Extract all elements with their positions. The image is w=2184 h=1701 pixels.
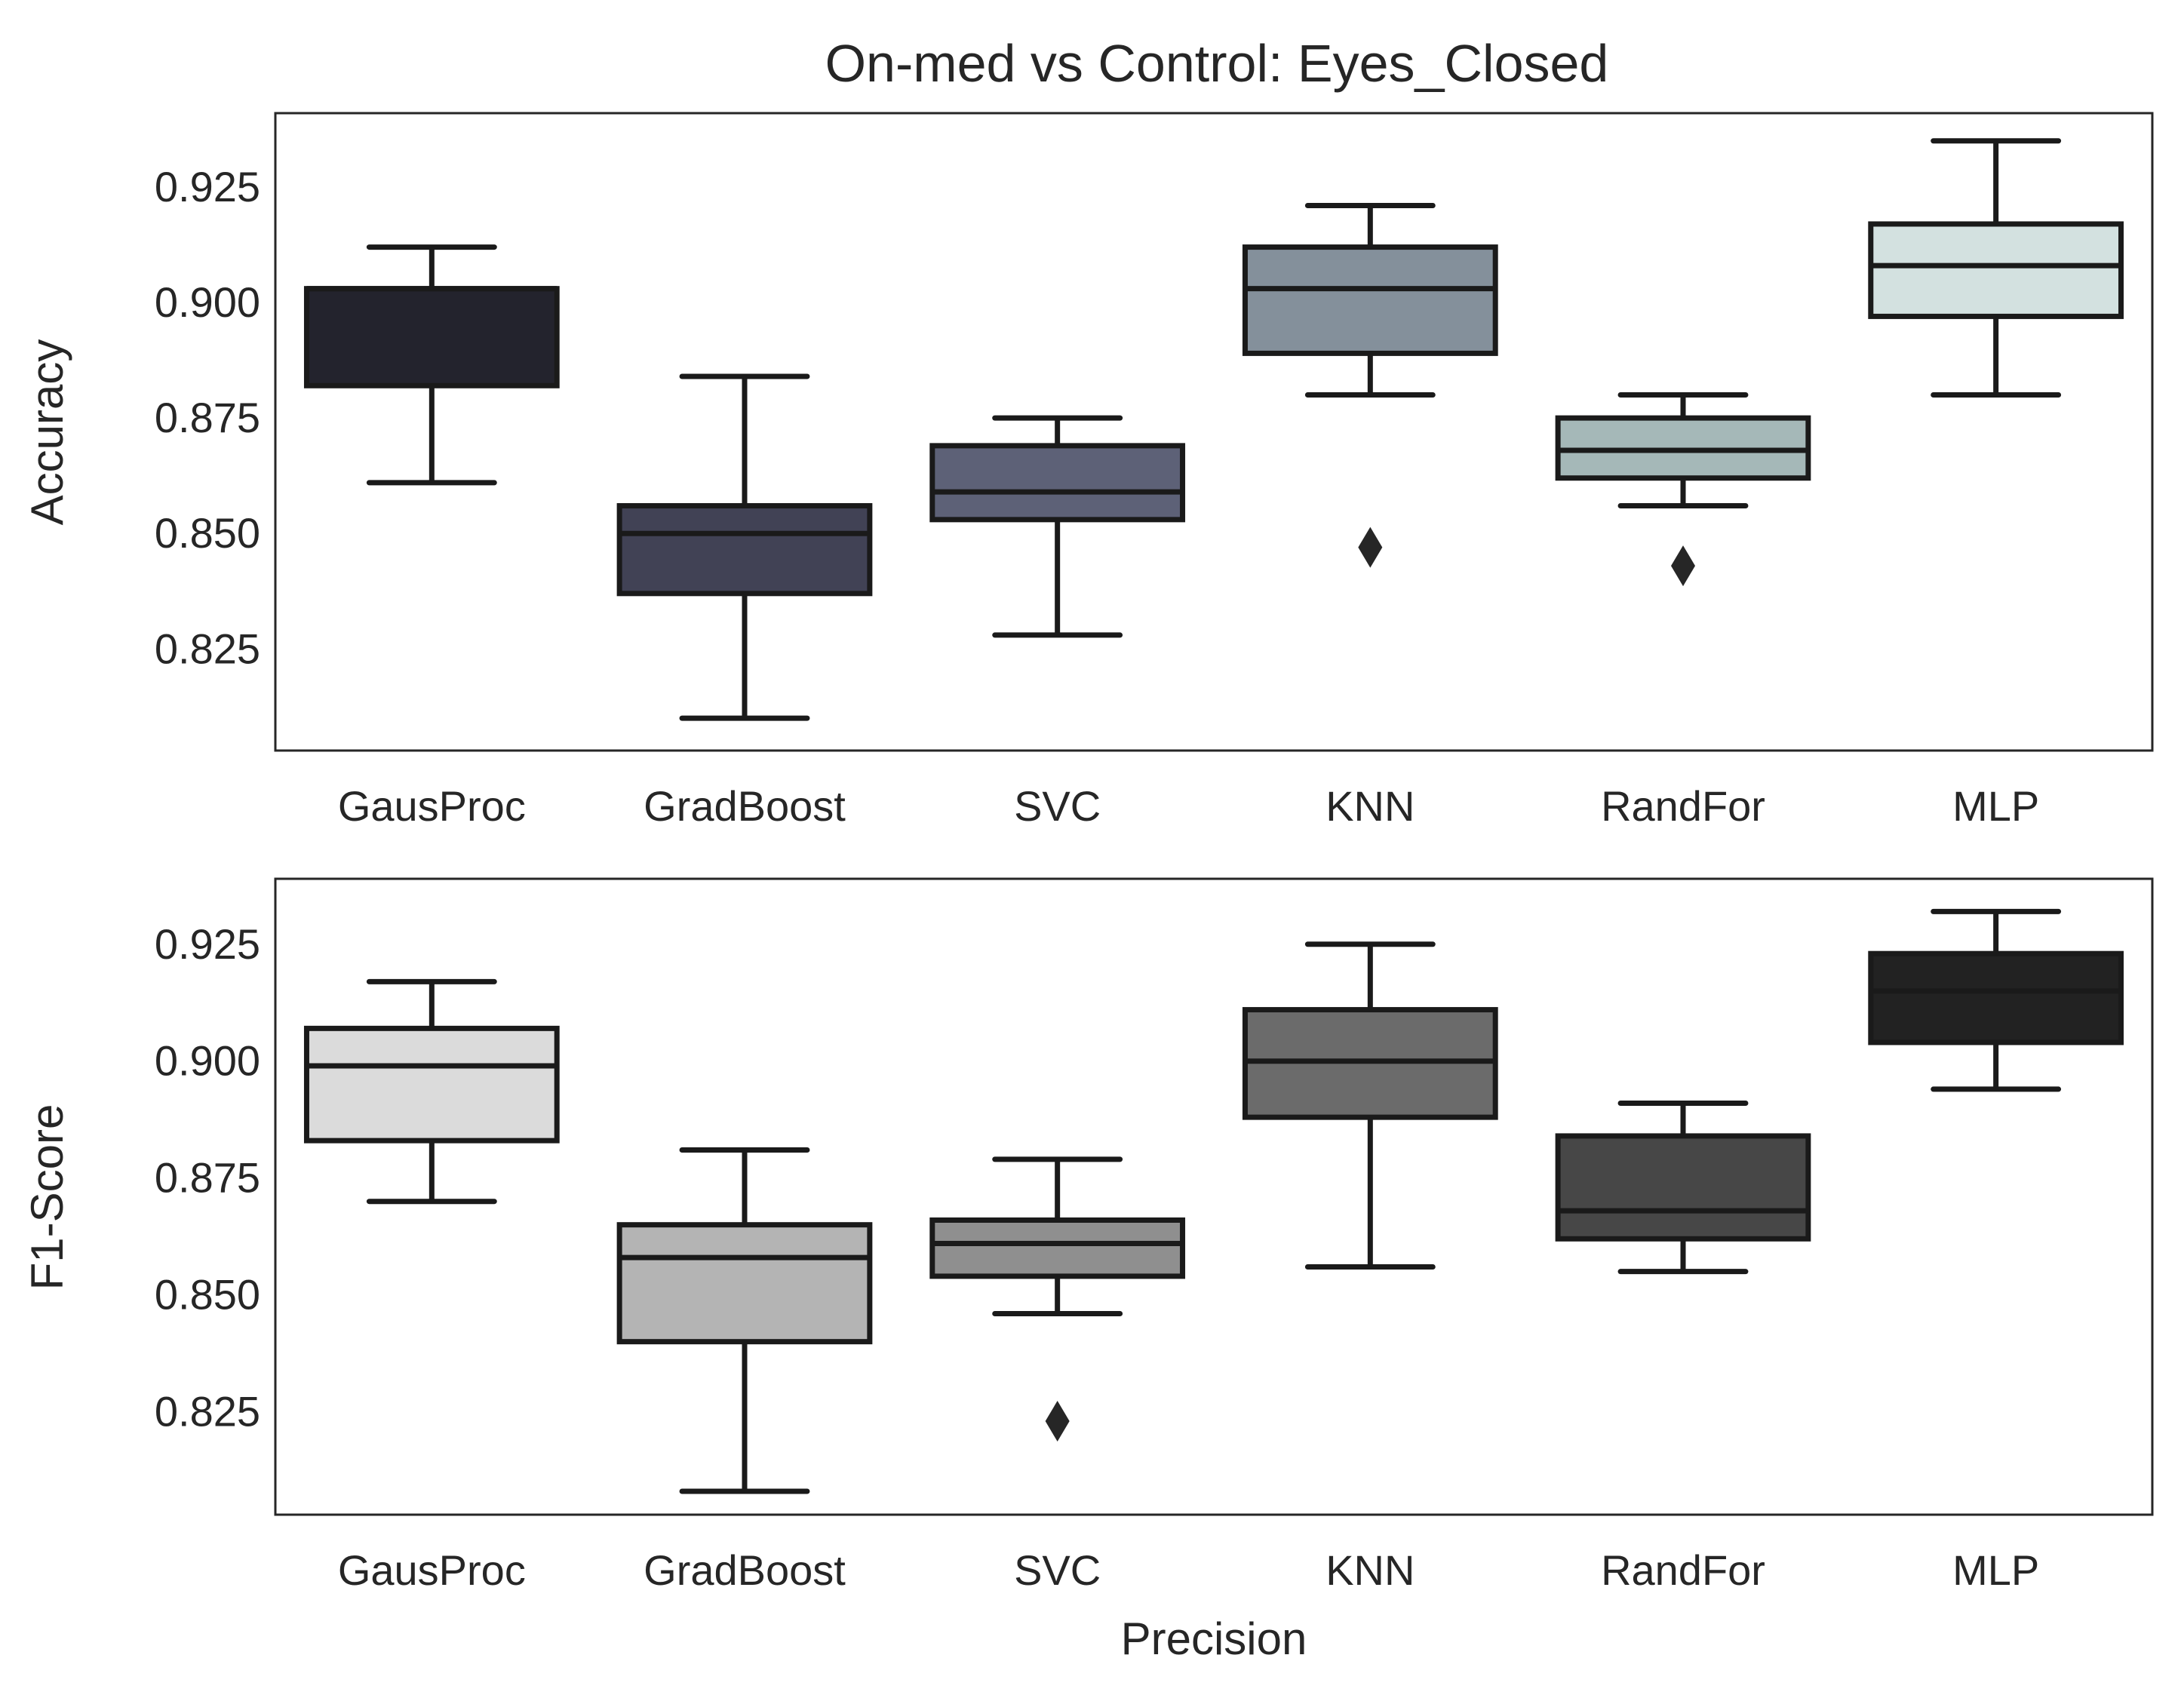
x-tick-label: MLP (1952, 1546, 2039, 1594)
y-tick-label: 0.925 (155, 920, 260, 968)
box-body (1868, 221, 2124, 319)
x-tick-label: GausProc (338, 1546, 526, 1594)
box-body (303, 286, 560, 388)
box-body (303, 1025, 560, 1144)
x-tick-label: GradBoost (644, 1546, 846, 1594)
x-tick-label: KNN (1325, 782, 1415, 830)
x-tick-label: RandFor (1601, 782, 1765, 830)
y-tick-label: 0.850 (155, 1271, 260, 1319)
x-tick-label: GradBoost (644, 782, 846, 830)
box-svc (929, 415, 1186, 638)
y-tick-label: 0.900 (155, 1037, 260, 1085)
box-randfor (1555, 1101, 1811, 1275)
y-axis-label: Accuracy (22, 339, 72, 526)
axes-frame (274, 877, 2154, 1516)
x-tick-label: MLP (1952, 782, 2039, 830)
x-tick-label: SVC (1014, 1546, 1101, 1594)
outlier-point (1358, 527, 1383, 568)
box-svc (929, 1156, 1186, 1442)
box-knn (1242, 941, 1498, 1270)
x-tick-label: KNN (1325, 1546, 1415, 1594)
outlier-point (1671, 545, 1695, 587)
outlier-point (1045, 1401, 1070, 1442)
box-gradboost (616, 1147, 873, 1494)
y-axis-label: F1-Score (22, 1104, 72, 1291)
box-body (929, 443, 1186, 523)
y-tick-label: 0.825 (155, 1388, 260, 1435)
box-body (616, 1222, 873, 1345)
box-body (616, 502, 873, 597)
x-axis-label: Precision (1121, 1613, 1307, 1664)
y-tick-label: 0.875 (155, 394, 260, 441)
y-tick-label: 0.825 (155, 625, 260, 672)
chart-title: On-med vs Control: Eyes_Closed (825, 34, 1609, 93)
box-gausproc (303, 244, 560, 486)
box-gradboost (616, 373, 873, 721)
box-randfor (1555, 392, 1811, 587)
y-tick-label: 0.875 (155, 1154, 260, 1202)
x-tick-label: SVC (1014, 782, 1101, 830)
box-gausproc (303, 978, 560, 1205)
box-mlp (1868, 908, 2124, 1092)
box-body (1242, 244, 1498, 356)
y-tick-label: 0.850 (155, 509, 260, 557)
box-body (929, 1217, 1186, 1279)
y-tick-label: 0.900 (155, 278, 260, 326)
box-body (1868, 950, 2124, 1045)
box-body (1555, 1133, 1811, 1242)
box-mlp (1868, 138, 2124, 398)
x-tick-label: RandFor (1601, 1546, 1765, 1594)
x-tick-label: GausProc (338, 782, 526, 830)
y-tick-label: 0.925 (155, 163, 260, 210)
axes-frame (274, 112, 2154, 752)
f1-score-panel: 0.825 0.850 0.875 0.900 0.925 F1-Score GausPro… (22, 877, 2154, 1664)
accuracy-panel: 0.825 0.850 0.875 0.900 0.925 Accuracy GausPro… (22, 112, 2154, 830)
box-knn (1242, 202, 1498, 568)
